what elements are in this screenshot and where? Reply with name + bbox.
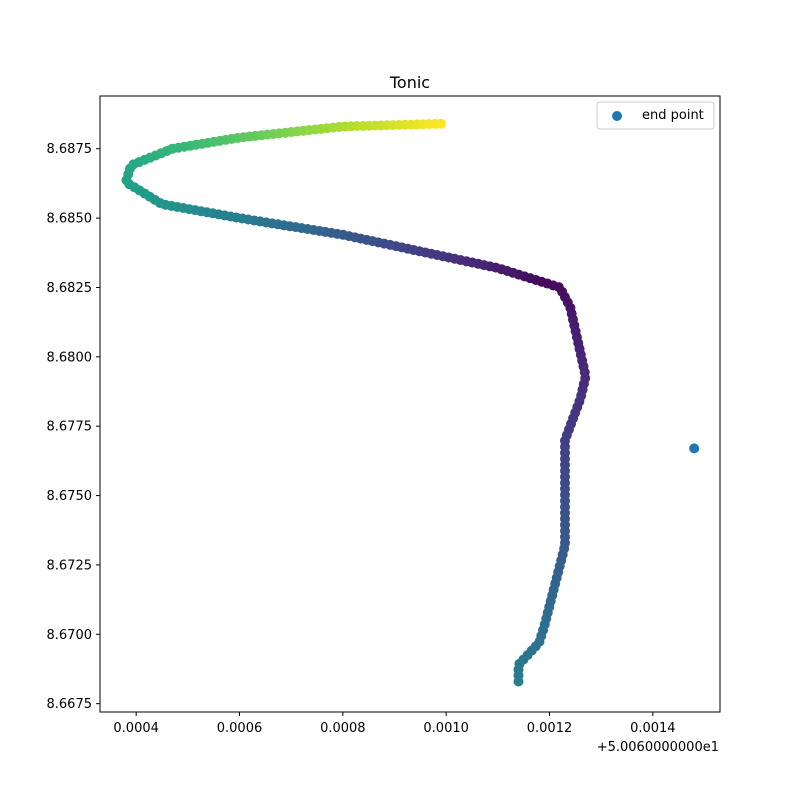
y-tick-label: 8.6850: [47, 212, 93, 227]
x-tick-label: 0.0008: [320, 721, 366, 736]
x-axis: 0.0004 0.0006 0.0008 0.0010 0.0012 0.0014: [113, 712, 676, 736]
y-axis: 8.6675 8.6700 8.6725 8.6750 8.6775 8.6800 8.68…: [47, 142, 100, 712]
legend-label: end point: [642, 108, 704, 123]
x-tick-label: 0.0014: [630, 721, 676, 736]
end-point-marker: [689, 443, 700, 454]
plot-frame: [99, 95, 721, 713]
x-tick-label: 0.0004: [113, 721, 159, 736]
y-tick-label: 8.6825: [47, 281, 93, 296]
legend-marker: [612, 111, 622, 121]
end-point-series: [689, 443, 700, 454]
y-tick-label: 8.6675: [47, 697, 93, 712]
x-offset-label: +5.0060000000e1: [597, 740, 719, 755]
y-tick-label: 8.6800: [47, 350, 93, 365]
y-tick-label: 8.6875: [47, 142, 93, 157]
x-tick-label: 0.0006: [217, 721, 263, 736]
trajectory-point: [436, 118, 446, 129]
legend-box: [596, 101, 715, 130]
chart-title: Tonic: [389, 73, 430, 92]
y-tick-label: 8.6775: [47, 420, 93, 435]
y-tick-label: 8.6750: [47, 489, 93, 504]
y-tick-label: 8.6725: [47, 558, 93, 573]
legend: end point: [596, 101, 715, 130]
trajectory-series: [121, 118, 591, 687]
x-tick-label: 0.0012: [527, 721, 573, 736]
y-tick-label: 8.6700: [47, 628, 93, 643]
x-tick-label: 0.0010: [423, 721, 469, 736]
